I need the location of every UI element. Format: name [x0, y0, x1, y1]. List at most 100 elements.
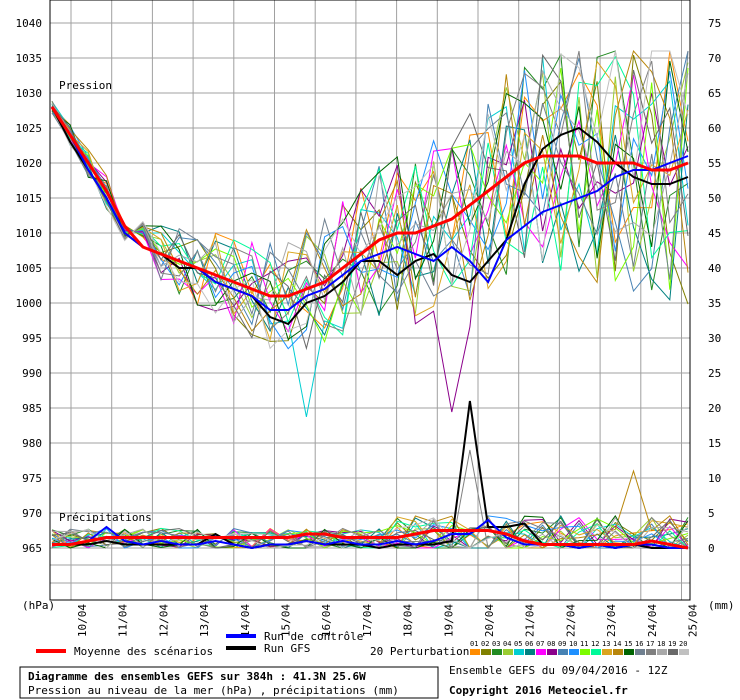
perturbation-swatch [591, 649, 601, 655]
perturbation-number: 08 [547, 640, 555, 648]
left-tick-label: 1005 [16, 262, 43, 275]
perturbation-15-pressure-line [51, 60, 689, 341]
perturbation-swatch [613, 649, 623, 655]
x-tick-label: 23/04 [605, 604, 618, 637]
x-tick-label: 21/04 [524, 604, 537, 637]
precip-section-label: Précipitations [59, 511, 152, 524]
perturbation-swatch [481, 649, 491, 655]
perturbation-swatch [624, 649, 634, 655]
legend-control-label: Run de contrôle [264, 630, 363, 643]
legend-gfs-label: Run GFS [264, 642, 310, 655]
perturbation-number: 09 [558, 640, 566, 648]
perturbation-swatch [503, 649, 513, 655]
perturbation-15-precip-line [51, 515, 689, 549]
right-tick-label: 10 [708, 472, 721, 485]
perturbation-swatch [569, 649, 579, 655]
legend: Moyenne des scénarios Run de contrôle Ru… [36, 630, 689, 658]
mean-precip-line [52, 529, 689, 550]
perturbation-number: 03 [492, 640, 500, 648]
perturbation-number: 05 [514, 640, 522, 648]
perturbation-4-pressure-line [51, 62, 689, 319]
perturbation-swatches: 01 02 03 04 05 06 07 08 09 10 11 12 13 14 15 16 17 18 19 20 [470, 640, 689, 655]
right-tick-label: 30 [708, 332, 721, 345]
perturbation-number: 18 [657, 640, 665, 648]
x-axis-ticks: 10/04 11/04 12/04 13/04 14/04 15/04 16/04 17/04… [76, 604, 700, 637]
perturbation-number: 04 [503, 640, 511, 648]
perturbation-number: 20 [679, 640, 687, 648]
right-tick-label: 55 [708, 157, 721, 170]
caption-box [19, 666, 439, 699]
right-axis-unit: (mm) [708, 599, 735, 612]
right-tick-label: 65 [708, 87, 721, 100]
control-precip-line [52, 518, 688, 550]
perturbation-number: 19 [668, 640, 676, 648]
right-tick-label: 35 [708, 297, 721, 310]
right-tick-label: 5 [708, 507, 715, 520]
x-tick-label: 15/04 [280, 604, 293, 637]
left-tick-label: 965 [22, 542, 42, 555]
perturbation-16-pressure-line [51, 50, 689, 316]
perturbation-number: 16 [635, 640, 643, 648]
right-tick-label: 70 [708, 52, 721, 65]
x-tick-label: 22/04 [564, 604, 577, 637]
perturbation-13-pressure-line [51, 60, 689, 342]
right-tick-label: 15 [708, 437, 721, 450]
perturbation-20-pressure-line [51, 50, 689, 350]
x-tick-label: 10/04 [76, 604, 89, 637]
perturbation-number: 17 [646, 640, 654, 648]
x-tick-label: 11/04 [117, 604, 130, 637]
x-tick-label: 12/04 [157, 604, 170, 637]
left-tick-label: 1025 [16, 122, 43, 135]
perturbation-number: 13 [602, 640, 610, 648]
perturbation-5-pressure-line [51, 56, 689, 417]
right-tick-label: 60 [708, 122, 721, 135]
legend-mean-label: Moyenne des scénarios [74, 645, 213, 658]
x-tick-label: 18/04 [402, 604, 415, 637]
left-tick-label: 1020 [16, 157, 43, 170]
perturbation-number: 06 [525, 640, 533, 648]
x-tick-label: 17/04 [361, 604, 374, 637]
perturbation-swatch [492, 649, 502, 655]
legend-perturbations-label: 20 Perturbations [370, 645, 476, 658]
pressure-section-label: Pression [59, 79, 112, 92]
perturbation-2-pressure-line [51, 55, 689, 342]
x-tick-label: 16/04 [320, 604, 333, 637]
right-tick-label: 75 [708, 17, 721, 30]
left-tick-label: 1000 [16, 297, 43, 310]
left-tick-label: 1040 [16, 17, 43, 30]
perturbation-number: 02 [481, 640, 489, 648]
perturbation-number: 14 [613, 640, 621, 648]
left-tick-label: 1035 [16, 52, 43, 65]
perturbation-12-pressure-line [51, 55, 689, 336]
caption-subtitle: Pression au niveau de la mer (hPa) , pré… [28, 684, 399, 697]
perturbation-series [51, 49, 689, 550]
perturbation-swatch [646, 649, 656, 655]
run-info: Ensemble GEFS du 09/04/2016 - 12Z [449, 664, 668, 677]
perturbation-swatch [525, 649, 535, 655]
perturbation-number: 07 [536, 640, 544, 648]
plot-frame [49, 0, 691, 601]
right-tick-label: 45 [708, 227, 721, 240]
x-tick-label: 14/04 [239, 604, 252, 637]
x-tick-label: 25/04 [687, 604, 700, 637]
perturbation-swatch [602, 649, 612, 655]
right-tick-label: 0 [708, 542, 715, 555]
perturbation-swatch [514, 649, 524, 655]
perturbation-number: 10 [569, 640, 577, 648]
left-tick-label: 985 [22, 402, 42, 415]
perturbation-number: 01 [470, 640, 478, 648]
x-tick-label: 19/04 [442, 604, 455, 637]
perturbation-swatch [470, 649, 480, 655]
left-tick-label: 995 [22, 332, 42, 345]
right-tick-label: 25 [708, 367, 721, 380]
perturbation-10-pressure-line [51, 70, 689, 350]
right-tick-label: 50 [708, 192, 721, 205]
perturbation-swatch [536, 649, 546, 655]
perturbation-swatch [668, 649, 678, 655]
perturbation-3-pressure-line [51, 50, 689, 314]
left-tick-label: 1030 [16, 87, 43, 100]
perturbation-6-pressure-line [51, 103, 689, 336]
left-tick-label: 990 [22, 367, 42, 380]
